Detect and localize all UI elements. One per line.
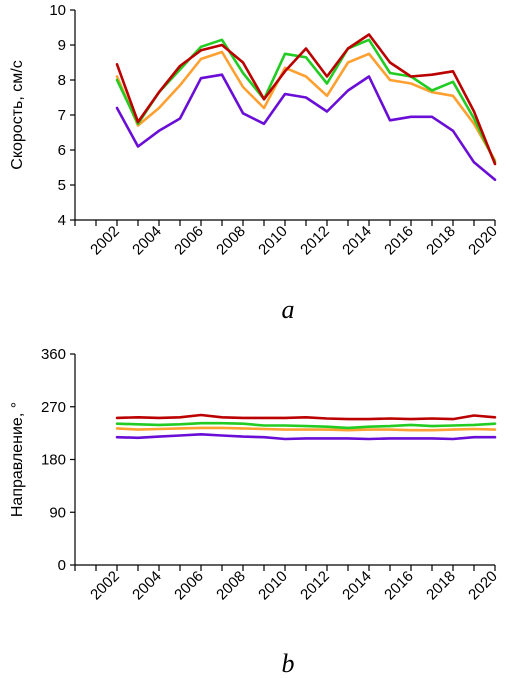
series-line-2 bbox=[115, 50, 497, 162]
series-line-4 bbox=[115, 33, 497, 166]
series-line-4 bbox=[115, 413, 497, 421]
x-tick-label: 2016 bbox=[381, 568, 417, 604]
x-tick-label: 2020 bbox=[465, 568, 501, 604]
x-tick-label: 2014 bbox=[339, 568, 375, 604]
x-tick-label: 2008 bbox=[213, 223, 249, 259]
y-tick-label: 5 bbox=[58, 177, 66, 194]
x-tick-label: 2020 bbox=[465, 223, 501, 259]
y-tick-label: 7 bbox=[58, 107, 66, 124]
y-tick-label: 0 bbox=[58, 557, 66, 574]
y-tick-label: 6 bbox=[58, 142, 66, 159]
x-tick-label: 2018 bbox=[423, 568, 459, 604]
panel-label: a bbox=[282, 295, 295, 324]
x-tick-label: 2010 bbox=[255, 568, 291, 604]
y-tick-label: 90 bbox=[49, 504, 66, 521]
x-tick-label: 2004 bbox=[129, 223, 165, 259]
panel-a-speed-chart: 4 5 6 7 8 9 10 2002 2004 2006 2008 2010 2012 2014 2016… bbox=[9, 2, 501, 324]
x-tick-label: 2010 bbox=[255, 223, 291, 259]
y-tick-label: 8 bbox=[58, 72, 66, 89]
series-line-3 bbox=[115, 38, 497, 164]
series-line-1 bbox=[115, 73, 497, 182]
series-line-1 bbox=[115, 432, 497, 441]
x-tick-label: 2006 bbox=[171, 223, 207, 259]
panel-b-direction-chart: 0 90 180 270 360 2002 2004 2006 2008 2010 2012 2014… bbox=[9, 346, 501, 678]
y-axis-title: Скорость, см/с bbox=[9, 60, 26, 169]
y-tick-label: 9 bbox=[58, 37, 66, 54]
y-tick-label: 10 bbox=[49, 2, 66, 19]
series-line-3 bbox=[115, 421, 497, 430]
y-axis-title: Направление, ° bbox=[9, 402, 26, 517]
x-tick-label: 2006 bbox=[171, 568, 207, 604]
y-tick-label: 270 bbox=[41, 399, 66, 416]
x-tick-label: 2002 bbox=[87, 568, 123, 604]
y-tick-label: 180 bbox=[41, 452, 66, 469]
panel-label: b bbox=[282, 649, 295, 678]
y-tick-label: 4 bbox=[58, 212, 66, 229]
x-tick-label: 2012 bbox=[297, 223, 333, 259]
x-tick-label: 2002 bbox=[87, 223, 123, 259]
x-tick-label: 2014 bbox=[339, 223, 375, 259]
x-tick-label: 2008 bbox=[213, 568, 249, 604]
y-tick-label: 360 bbox=[41, 346, 66, 363]
x-tick-label: 2012 bbox=[297, 568, 333, 604]
x-tick-label: 2018 bbox=[423, 223, 459, 259]
x-tick-label: 2004 bbox=[129, 568, 165, 604]
x-tick-label: 2016 bbox=[381, 223, 417, 259]
series-line-2 bbox=[115, 426, 497, 432]
